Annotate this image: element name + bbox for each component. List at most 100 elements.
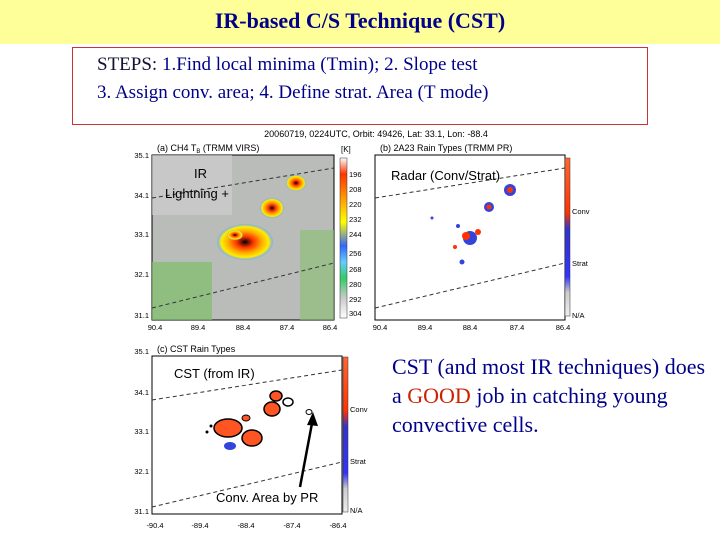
overlay-lightning: Lightning + bbox=[165, 186, 229, 201]
cbar-tick: 232 bbox=[349, 215, 362, 224]
y-tick: 34.1 bbox=[134, 388, 149, 397]
panel-a-x-ticks: 90.4 89.4 88.4 87.4 86.4 bbox=[148, 323, 338, 332]
overlay-conv-area-label: Conv. Area by PR bbox=[216, 490, 319, 505]
steps-line-2: 3. Assign conv. area; 4. Define strat. A… bbox=[97, 82, 489, 103]
legend-conv: Conv bbox=[572, 207, 590, 216]
y-tick: 32.1 bbox=[134, 270, 149, 279]
cbar-tick: 256 bbox=[349, 249, 362, 258]
x-tick: -89.4 bbox=[191, 521, 208, 530]
panel-a-green-patch bbox=[152, 262, 212, 320]
panel-c-cst-cells bbox=[205, 390, 313, 450]
arrow-head-icon bbox=[307, 412, 318, 426]
panel-a-unit: [K] bbox=[341, 145, 351, 154]
panel-a-grey-patch bbox=[152, 155, 232, 215]
panel-a: (a) CH4 TB (TRMM VIRS) [K] 196 208 220 2… bbox=[134, 143, 361, 332]
x-tick: -87.4 bbox=[283, 521, 300, 530]
x-tick: 86.4 bbox=[323, 323, 338, 332]
panel-c: (c) CST Rain Types Conv Strat N/A 35.1 3 bbox=[134, 344, 367, 530]
panel-a-storm bbox=[286, 175, 306, 191]
y-tick: 31.1 bbox=[134, 507, 149, 516]
conclusion-good: GOOD bbox=[407, 383, 471, 408]
panel-a-swath-line bbox=[151, 262, 335, 309]
cst-cell bbox=[282, 397, 294, 407]
panel-b-swath-line bbox=[374, 262, 566, 309]
panel-b-title: (b) 2A23 Rain Types (TRMM PR) bbox=[380, 143, 512, 153]
cst-cell bbox=[205, 430, 209, 434]
panel-a-colorbar bbox=[339, 157, 348, 319]
panel-c-legend: Conv Strat N/A bbox=[350, 405, 368, 515]
panel-a-storm bbox=[217, 224, 273, 260]
radar-cell bbox=[459, 259, 465, 265]
cst-cell bbox=[224, 442, 236, 450]
cbar-tick: 208 bbox=[349, 185, 362, 194]
cbar-tick: 304 bbox=[349, 309, 362, 318]
x-tick: 86.4 bbox=[556, 323, 571, 332]
panel-b-radar-cells bbox=[430, 184, 516, 265]
cbar-tick: 220 bbox=[349, 200, 362, 209]
cbar-tick: 268 bbox=[349, 265, 362, 274]
x-tick: 87.4 bbox=[280, 323, 295, 332]
legend-strat: Strat bbox=[350, 457, 367, 466]
panel-a-y-ticks: 35.1 34.1 33.1 32.1 31.1 bbox=[134, 151, 149, 320]
radar-cell bbox=[453, 245, 457, 249]
cst-cell bbox=[213, 418, 243, 438]
radar-cell bbox=[486, 204, 492, 210]
conclusion-part2: job in catching young convective cells. bbox=[392, 383, 668, 437]
cbar-tick: 196 bbox=[349, 170, 362, 179]
y-tick: 35.1 bbox=[134, 347, 149, 356]
conclusion-part1: CST (and most IR techniques) does a bbox=[392, 354, 706, 408]
cbar-tick: 244 bbox=[349, 230, 362, 239]
x-tick: -86.4 bbox=[329, 521, 346, 530]
y-tick: 33.1 bbox=[134, 427, 149, 436]
x-tick: 88.4 bbox=[463, 323, 478, 332]
steps-line-1: STEPS: 1.Find local minima (Tmin); 2. Sl… bbox=[97, 54, 478, 76]
steps-prefix: STEPS: bbox=[97, 54, 162, 75]
panel-b-colorbar bbox=[564, 157, 571, 317]
panel-a-green-patch bbox=[300, 230, 334, 320]
legend-strat: Strat bbox=[572, 259, 589, 268]
panel-a-storm bbox=[260, 198, 284, 218]
panel-c-swath-line bbox=[151, 461, 343, 508]
figure-header: 20060719, 0224UTC, Orbit: 49426, Lat: 33… bbox=[264, 129, 488, 139]
cst-cell bbox=[269, 390, 283, 402]
cst-cell bbox=[263, 401, 281, 417]
x-tick: 88.4 bbox=[236, 323, 251, 332]
title-bar bbox=[0, 0, 720, 44]
legend-conv: Conv bbox=[350, 405, 368, 414]
y-tick: 32.1 bbox=[134, 467, 149, 476]
radar-cell bbox=[507, 187, 513, 193]
cst-cell bbox=[209, 424, 213, 428]
x-tick: 89.4 bbox=[191, 323, 206, 332]
panel-c-title: (c) CST Rain Types bbox=[157, 344, 236, 354]
conv-area-arrow bbox=[298, 417, 315, 488]
x-tick: -90.4 bbox=[146, 521, 163, 530]
x-tick: 90.4 bbox=[373, 323, 388, 332]
radar-cell bbox=[462, 232, 470, 240]
panel-a-storm bbox=[227, 230, 243, 240]
radar-cell bbox=[475, 229, 481, 235]
panel-b-x-ticks: 90.4 89.4 88.4 87.4 86.4 bbox=[373, 323, 571, 332]
panel-b-legend: Conv Strat N/A bbox=[572, 207, 590, 320]
legend-na: N/A bbox=[572, 311, 585, 320]
y-tick: 33.1 bbox=[134, 230, 149, 239]
x-tick: 90.4 bbox=[148, 323, 163, 332]
x-tick: -88.4 bbox=[237, 521, 254, 530]
legend-na: N/A bbox=[350, 506, 363, 515]
y-tick: 31.1 bbox=[134, 311, 149, 320]
y-tick: 34.1 bbox=[134, 191, 149, 200]
radar-cell bbox=[456, 224, 460, 228]
x-tick: 87.4 bbox=[510, 323, 525, 332]
slide-title: IR-based C/S Technique (CST) bbox=[214, 8, 506, 33]
cst-cell bbox=[241, 429, 263, 447]
radar-cell bbox=[430, 216, 434, 220]
panel-a-colorbar-ticks: 196 208 220 232 244 256 268 280 292 304 bbox=[349, 170, 362, 318]
panel-b: (b) 2A23 Rain Types (TRMM PR) Conv Strat… bbox=[373, 143, 590, 332]
cst-cell bbox=[305, 409, 313, 415]
overlay-radar: Radar (Conv/Strat) bbox=[391, 168, 501, 183]
panel-a-swath-line bbox=[151, 167, 335, 199]
panel-c-colorbar bbox=[342, 356, 349, 513]
cst-cell bbox=[241, 414, 251, 422]
overlay-cst: CST (from IR) bbox=[174, 366, 255, 381]
steps-box: STEPS: 1.Find local minima (Tmin); 2. Sl… bbox=[72, 47, 648, 125]
